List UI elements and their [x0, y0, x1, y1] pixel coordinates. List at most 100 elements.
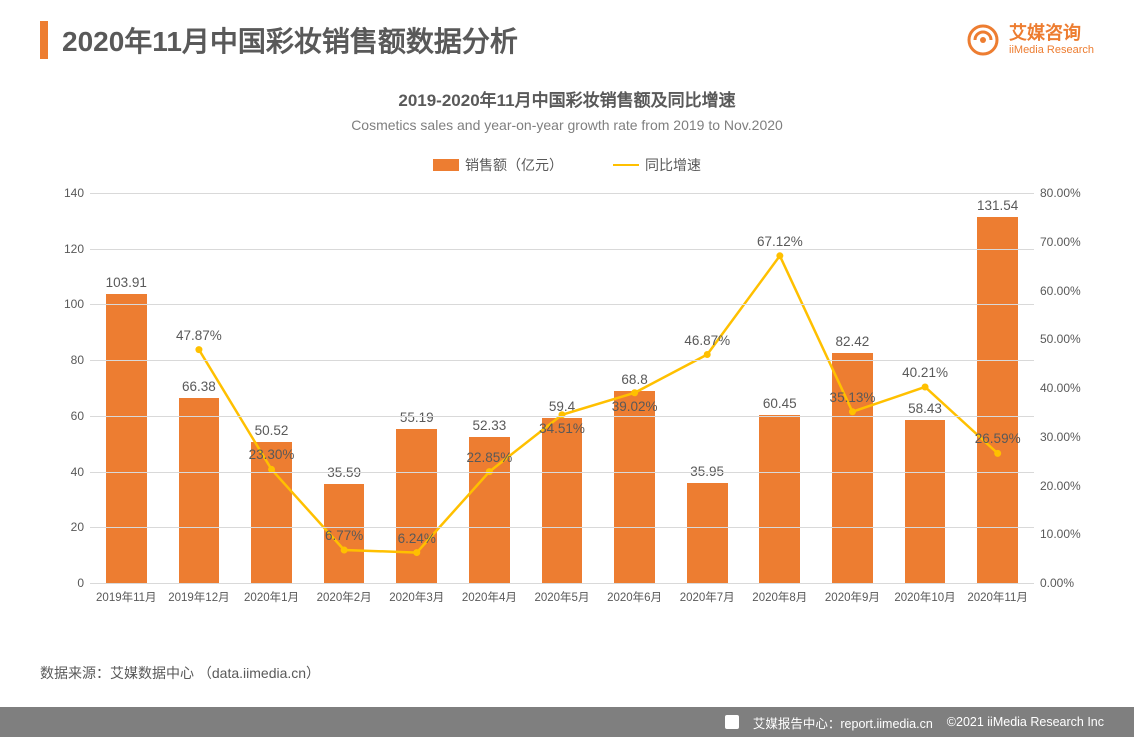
- pct-label: 46.87%: [684, 333, 730, 348]
- bar: [905, 420, 946, 583]
- bar: [179, 398, 220, 583]
- bar: [251, 442, 292, 583]
- y-left-tick: 60: [48, 409, 84, 423]
- footer-icon: [725, 715, 739, 729]
- bar-slot: 50.52: [235, 193, 308, 583]
- y-right-tick: 40.00%: [1040, 381, 1090, 395]
- chart-title-en: Cosmetics sales and year-on-year growth …: [0, 117, 1134, 133]
- bar-slot: 68.8: [598, 193, 671, 583]
- x-tick-label: 2019年11月: [90, 589, 163, 605]
- bar: [759, 415, 800, 583]
- legend-item-bar: 销售额（亿元）: [433, 155, 563, 175]
- logo-icon: [965, 22, 1001, 58]
- bar: [832, 353, 873, 583]
- chart: 103.91 66.38 50.52 35.59 55.19 52.33 59.4 68.8 3…: [40, 183, 1094, 623]
- bar-value-label: 68.8: [621, 372, 647, 387]
- legend-bar-swatch: [433, 159, 459, 171]
- bar-slot: 58.43: [889, 193, 962, 583]
- x-tick-label: 2020年1月: [235, 589, 308, 605]
- grid-line: [90, 360, 1034, 361]
- x-tick-label: 2020年8月: [743, 589, 816, 605]
- pct-label: 26.59%: [975, 431, 1021, 446]
- grid-line: [90, 527, 1034, 528]
- x-tick-label: 2020年4月: [453, 589, 526, 605]
- footer: 艾媒报告中心：report.iimedia.cn ©2021 iiMedia R…: [0, 707, 1134, 737]
- y-right-tick: 70.00%: [1040, 235, 1090, 249]
- accent-bar: [40, 21, 48, 59]
- y-left-tick: 140: [48, 186, 84, 200]
- title-block: 2020年11月中国彩妆销售额数据分析: [40, 20, 518, 60]
- y-right-tick: 50.00%: [1040, 332, 1090, 346]
- data-source: 数据来源：艾媒数据中心 （data.iimedia.cn）: [40, 663, 320, 683]
- x-tick-label: 2020年6月: [598, 589, 671, 605]
- bar: [396, 429, 437, 583]
- y-right-tick: 0.00%: [1040, 576, 1090, 590]
- x-tick-label: 2020年11月: [961, 589, 1034, 605]
- x-axis-labels: 2019年11月2019年12月2020年1月2020年2月2020年3月202…: [90, 589, 1034, 605]
- x-tick-label: 2019年12月: [163, 589, 236, 605]
- bar-slot: 66.38: [163, 193, 236, 583]
- x-tick-label: 2020年2月: [308, 589, 381, 605]
- bar: [687, 483, 728, 583]
- pct-label: 6.77%: [325, 528, 363, 543]
- grid-line: [90, 416, 1034, 417]
- y-left-tick: 0: [48, 576, 84, 590]
- y-right-tick: 60.00%: [1040, 284, 1090, 298]
- chart-title-cn: 2019-2020年11月中国彩妆销售额及同比增速: [0, 86, 1134, 111]
- y-right-tick: 30.00%: [1040, 430, 1090, 444]
- legend-line-label: 同比增速: [645, 155, 701, 175]
- bar-value-label: 60.45: [763, 396, 797, 411]
- x-tick-label: 2020年3月: [380, 589, 453, 605]
- x-tick-label: 2020年10月: [889, 589, 962, 605]
- bar-value-label: 59.4: [549, 399, 575, 414]
- bar-slot: 55.19: [380, 193, 453, 583]
- logo-text-cn: 艾媒咨询: [1009, 24, 1094, 44]
- bar-value-label: 55.19: [400, 410, 434, 425]
- y-right-tick: 20.00%: [1040, 479, 1090, 493]
- legend: 销售额（亿元） 同比增速: [0, 155, 1134, 175]
- pct-label: 39.02%: [612, 399, 658, 414]
- bar: [614, 391, 655, 583]
- bar-slot: 131.54: [961, 193, 1034, 583]
- bar-value-label: 82.42: [835, 334, 869, 349]
- logo-text-en: iiMedia Research: [1009, 44, 1094, 56]
- logo: 艾媒咨询 iiMedia Research: [965, 22, 1094, 58]
- pct-label: 6.24%: [398, 531, 436, 546]
- pct-label: 47.87%: [176, 328, 222, 343]
- plot-area: 103.91 66.38 50.52 35.59 55.19 52.33 59.4 68.8 3…: [90, 193, 1034, 583]
- y-right-tick: 10.00%: [1040, 527, 1090, 541]
- pct-label: 35.13%: [830, 390, 876, 405]
- bar-value-label: 52.33: [472, 418, 506, 433]
- y-right-tick: 80.00%: [1040, 186, 1090, 200]
- bar-value-label: 131.54: [977, 198, 1018, 213]
- page-title: 2020年11月中国彩妆销售额数据分析: [62, 20, 518, 60]
- x-tick-label: 2020年7月: [671, 589, 744, 605]
- grid-line: [90, 193, 1034, 194]
- bar-slot: 82.42: [816, 193, 889, 583]
- bar-slot: 60.45: [743, 193, 816, 583]
- bar: [542, 418, 583, 583]
- pct-label: 34.51%: [539, 421, 585, 436]
- bar-slot: 35.59: [308, 193, 381, 583]
- grid-line: [90, 249, 1034, 250]
- bar-value-label: 103.91: [106, 275, 147, 290]
- bar-value-label: 58.43: [908, 401, 942, 416]
- pct-label: 40.21%: [902, 365, 948, 380]
- y-left-tick: 80: [48, 353, 84, 367]
- grid-line: [90, 472, 1034, 473]
- header: 2020年11月中国彩妆销售额数据分析 艾媒咨询 iiMedia Researc…: [0, 0, 1134, 60]
- y-left-tick: 100: [48, 297, 84, 311]
- bar-value-label: 50.52: [255, 423, 289, 438]
- y-left-tick: 20: [48, 520, 84, 534]
- bar-slot: 35.95: [671, 193, 744, 583]
- y-left-tick: 120: [48, 242, 84, 256]
- bar-value-label: 66.38: [182, 379, 216, 394]
- x-tick-label: 2020年5月: [526, 589, 599, 605]
- bar: [106, 294, 147, 583]
- legend-bar-label: 销售额（亿元）: [465, 155, 563, 175]
- footer-copyright: ©2021 iiMedia Research Inc: [947, 715, 1104, 729]
- bar-slot: 59.4: [526, 193, 599, 583]
- grid-line: [90, 583, 1034, 584]
- footer-report: 艾媒报告中心：report.iimedia.cn: [753, 713, 933, 732]
- legend-item-line: 同比增速: [613, 155, 701, 175]
